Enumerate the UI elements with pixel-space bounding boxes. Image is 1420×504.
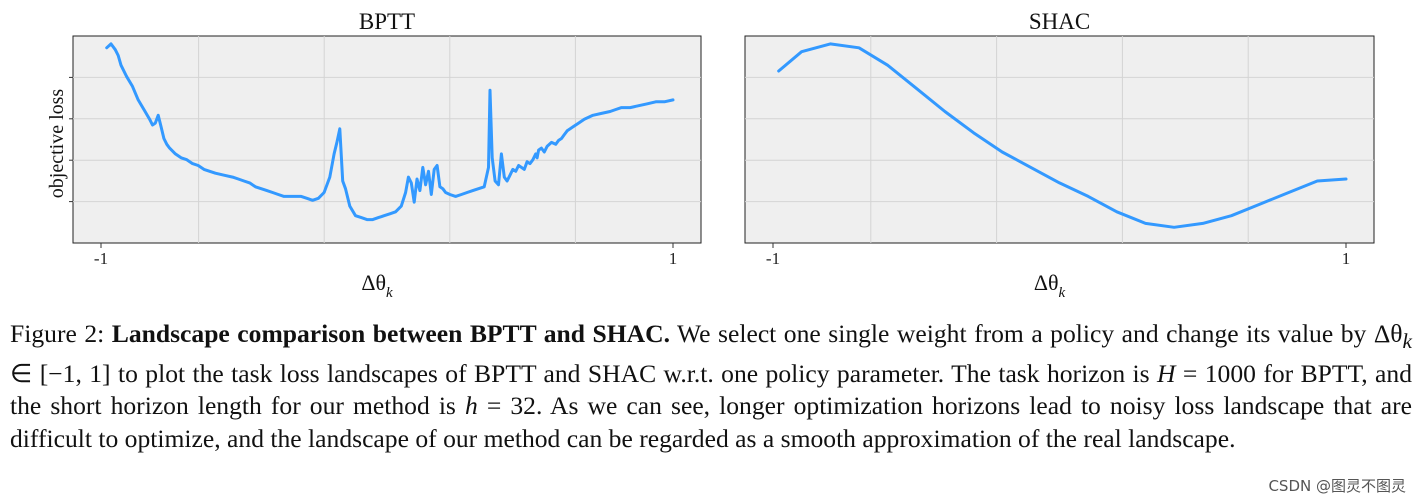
figure-caption: Figure 2: Landscape comparison between B… [10, 318, 1412, 455]
shac-x-axis-label-main: Δθ [1034, 270, 1059, 295]
caption-text-4: . As we can see, longer optimization hor… [10, 391, 1412, 453]
caption-bold-title: Landscape comparison between BPTT and SH… [111, 319, 671, 348]
shac-plot-area [744, 35, 1375, 244]
math-H-value: = 1000 [1175, 358, 1256, 388]
caption-text-3: for BPTT, and the short horizon length f… [10, 358, 1413, 421]
math-H: H [1157, 358, 1176, 388]
bptt-series-line [105, 42, 675, 222]
caption-text-2: to plot the task loss landscapes of BPTT… [110, 358, 1158, 388]
bptt-x-axis-label-sub: k [386, 285, 393, 300]
math-h: h [464, 391, 478, 421]
math-delta-theta: Δθk ∈ [−1, 1] [10, 319, 1413, 388]
bptt-x-tick-label: 1 [669, 249, 678, 268]
bptt-y-axis-label: objective loss [46, 89, 68, 199]
bptt-plot-area [72, 35, 702, 244]
caption-text-1: We select one single weight from a polic… [670, 319, 1374, 348]
watermark: CSDN @图灵不图灵 [1268, 477, 1406, 495]
shac-series-line [777, 42, 1348, 229]
shac-x-axis-label-sub: k [1059, 285, 1066, 300]
shac-chart-title: SHAC [1029, 9, 1090, 34]
bptt-x-axis-label-main: Δθ [361, 270, 386, 295]
shac-x-tick-label: 1 [1342, 249, 1351, 268]
math-h-value: = 32 [477, 391, 536, 421]
figure-label: Figure 2: [10, 319, 112, 348]
shac-x-axis-label: Δθk [1034, 270, 1066, 300]
bptt-x-tick-label: -1 [94, 249, 108, 268]
bptt-x-axis-label: Δθk [361, 270, 393, 300]
bptt-chart-title: BPTT [359, 9, 415, 34]
shac-x-tick-label: -1 [766, 249, 780, 268]
